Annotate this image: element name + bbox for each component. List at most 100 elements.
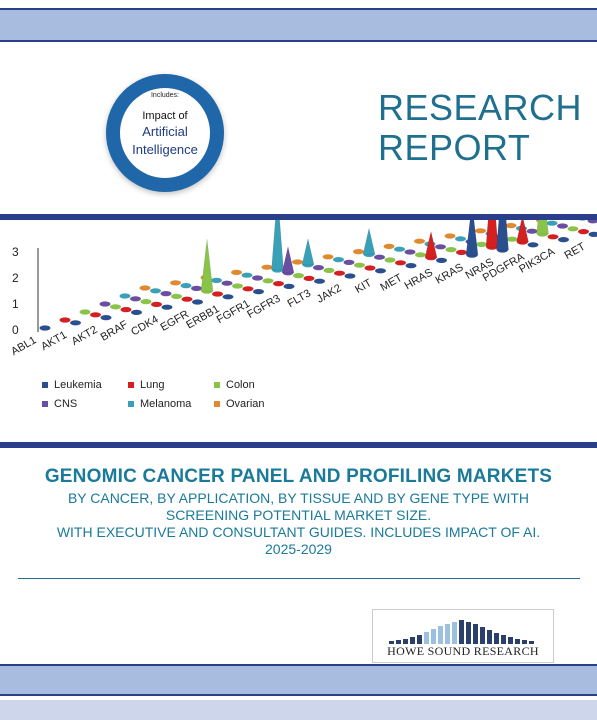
- x-tick-label: ABL1: [9, 334, 38, 358]
- grid-dot: [323, 267, 335, 273]
- grid-dot: [119, 293, 131, 299]
- logo-bar: [529, 641, 534, 644]
- grid-dot: [444, 233, 456, 239]
- grid-dot: [546, 220, 558, 226]
- grid-dot: [151, 301, 162, 307]
- data-cone: [496, 220, 509, 251]
- grid-dot: [557, 223, 568, 229]
- legend-swatch: [42, 401, 48, 407]
- grid-dot: [231, 269, 242, 275]
- logo-bar: [431, 629, 436, 644]
- grid-dot: [140, 299, 152, 305]
- grid-dot: [212, 291, 223, 297]
- grid-dot: [120, 307, 132, 313]
- legend-label: Melanoma: [140, 398, 192, 410]
- data-cone: [281, 246, 295, 274]
- grid-dot: [558, 237, 569, 243]
- grid-dot: [334, 270, 345, 276]
- grid-dot: [456, 249, 467, 255]
- grid-dot: [99, 301, 111, 307]
- legend-swatch: [128, 382, 134, 388]
- grid-dot: [222, 294, 234, 300]
- grid-dot: [322, 254, 334, 260]
- grid-dot: [273, 281, 284, 287]
- badge-includes-label: Includes:: [150, 92, 180, 99]
- grid-dot: [70, 320, 81, 326]
- data-cone: [536, 220, 549, 235]
- grid-dot: [445, 247, 457, 253]
- x-tick-label: CDK4: [129, 313, 160, 338]
- report-subtitle: BY CANCER, BY APPLICATION, BY TISSUE AND…: [30, 490, 567, 558]
- grid-dot: [547, 234, 559, 240]
- grid-dot: [455, 236, 466, 242]
- grid-dot: [364, 265, 376, 271]
- grid-dot: [262, 278, 274, 284]
- x-tick-label: RET: [562, 240, 587, 262]
- grid-dot: [313, 265, 324, 271]
- legend-label: Ovarian: [226, 398, 265, 410]
- grid-dot: [436, 257, 447, 263]
- logo-bar: [487, 630, 492, 644]
- grid-dot: [261, 264, 273, 270]
- x-tick-label: KRAS: [434, 261, 466, 286]
- legend-swatch: [214, 382, 220, 388]
- x-tick-label: JAK2: [315, 282, 344, 306]
- grid-dot: [283, 283, 295, 289]
- grid-dot: [333, 257, 344, 263]
- logo-bar: [403, 639, 408, 644]
- x-tick-label: HRAS: [403, 267, 435, 293]
- x-tick-label: FGFR3: [245, 293, 282, 321]
- report-title: GENOMIC CANCER PANEL AND PROFILING MARKE…: [44, 466, 553, 487]
- grid-dot: [475, 228, 486, 234]
- x-tick-label: KIT: [353, 277, 374, 296]
- grid-dot: [100, 315, 112, 321]
- grid-dot: [221, 280, 233, 286]
- grid-dot: [292, 259, 303, 265]
- legend-swatch: [214, 401, 220, 407]
- grid-dot: [171, 293, 182, 299]
- grid-dot: [79, 309, 91, 315]
- logo-bar: [515, 639, 520, 644]
- grid-dot: [384, 257, 396, 263]
- subtitle-line2: SCREENING POTENTIAL MARKET SIZE.: [165, 507, 432, 523]
- x-tick-label: BRAF: [99, 318, 131, 343]
- report-type-label: RESEARCH REPORT: [378, 88, 582, 168]
- logo-bar: [410, 637, 415, 644]
- grid-dot: [476, 241, 487, 247]
- grid-dot: [587, 220, 597, 224]
- logo-bar: [473, 624, 478, 644]
- data-cone: [362, 228, 376, 255]
- legend-label: Leukemia: [54, 379, 103, 391]
- data-cone: [301, 238, 315, 266]
- badge-line-impact: Impact of: [142, 110, 188, 122]
- legend-swatch: [42, 382, 48, 388]
- grid-dot: [170, 280, 181, 286]
- logo-bar: [424, 632, 429, 644]
- grid-dot: [405, 263, 417, 269]
- data-cone: [485, 220, 499, 248]
- grid-dot: [415, 252, 426, 258]
- subtitle-line3: WITH EXECUTIVE AND CONSULTANT GUIDES. IN…: [56, 524, 541, 540]
- logo-bar: [480, 627, 485, 644]
- grid-dot: [181, 296, 193, 302]
- grid-dot: [588, 231, 597, 237]
- logo-bar: [396, 640, 401, 644]
- grid-dot: [242, 286, 254, 292]
- grid-dot: [314, 278, 325, 284]
- ai-impact-badge: Includes: Impact of Artificial Intellige…: [106, 74, 224, 192]
- y-tick-label: 3: [12, 245, 19, 259]
- logo-bar: [389, 641, 394, 644]
- grid-dot: [374, 254, 385, 260]
- grid-dot: [343, 259, 355, 265]
- subtitle-line4: 2025-2029: [265, 541, 332, 557]
- report-type-line2: REPORT: [378, 127, 531, 168]
- grid-dot: [192, 299, 203, 305]
- grid-dot: [354, 262, 365, 268]
- badge-inner-circle: [120, 88, 210, 178]
- cover-chart: 3 2 1 0 ABL1 AKT1 AKT2 BRAF CDK4 EGFR ERBB1 FGFR1 FG…: [0, 214, 597, 448]
- grid-dot: [344, 273, 356, 279]
- data-cone: [200, 239, 214, 292]
- legend-label: Lung: [140, 379, 164, 391]
- grid-dot: [139, 285, 151, 291]
